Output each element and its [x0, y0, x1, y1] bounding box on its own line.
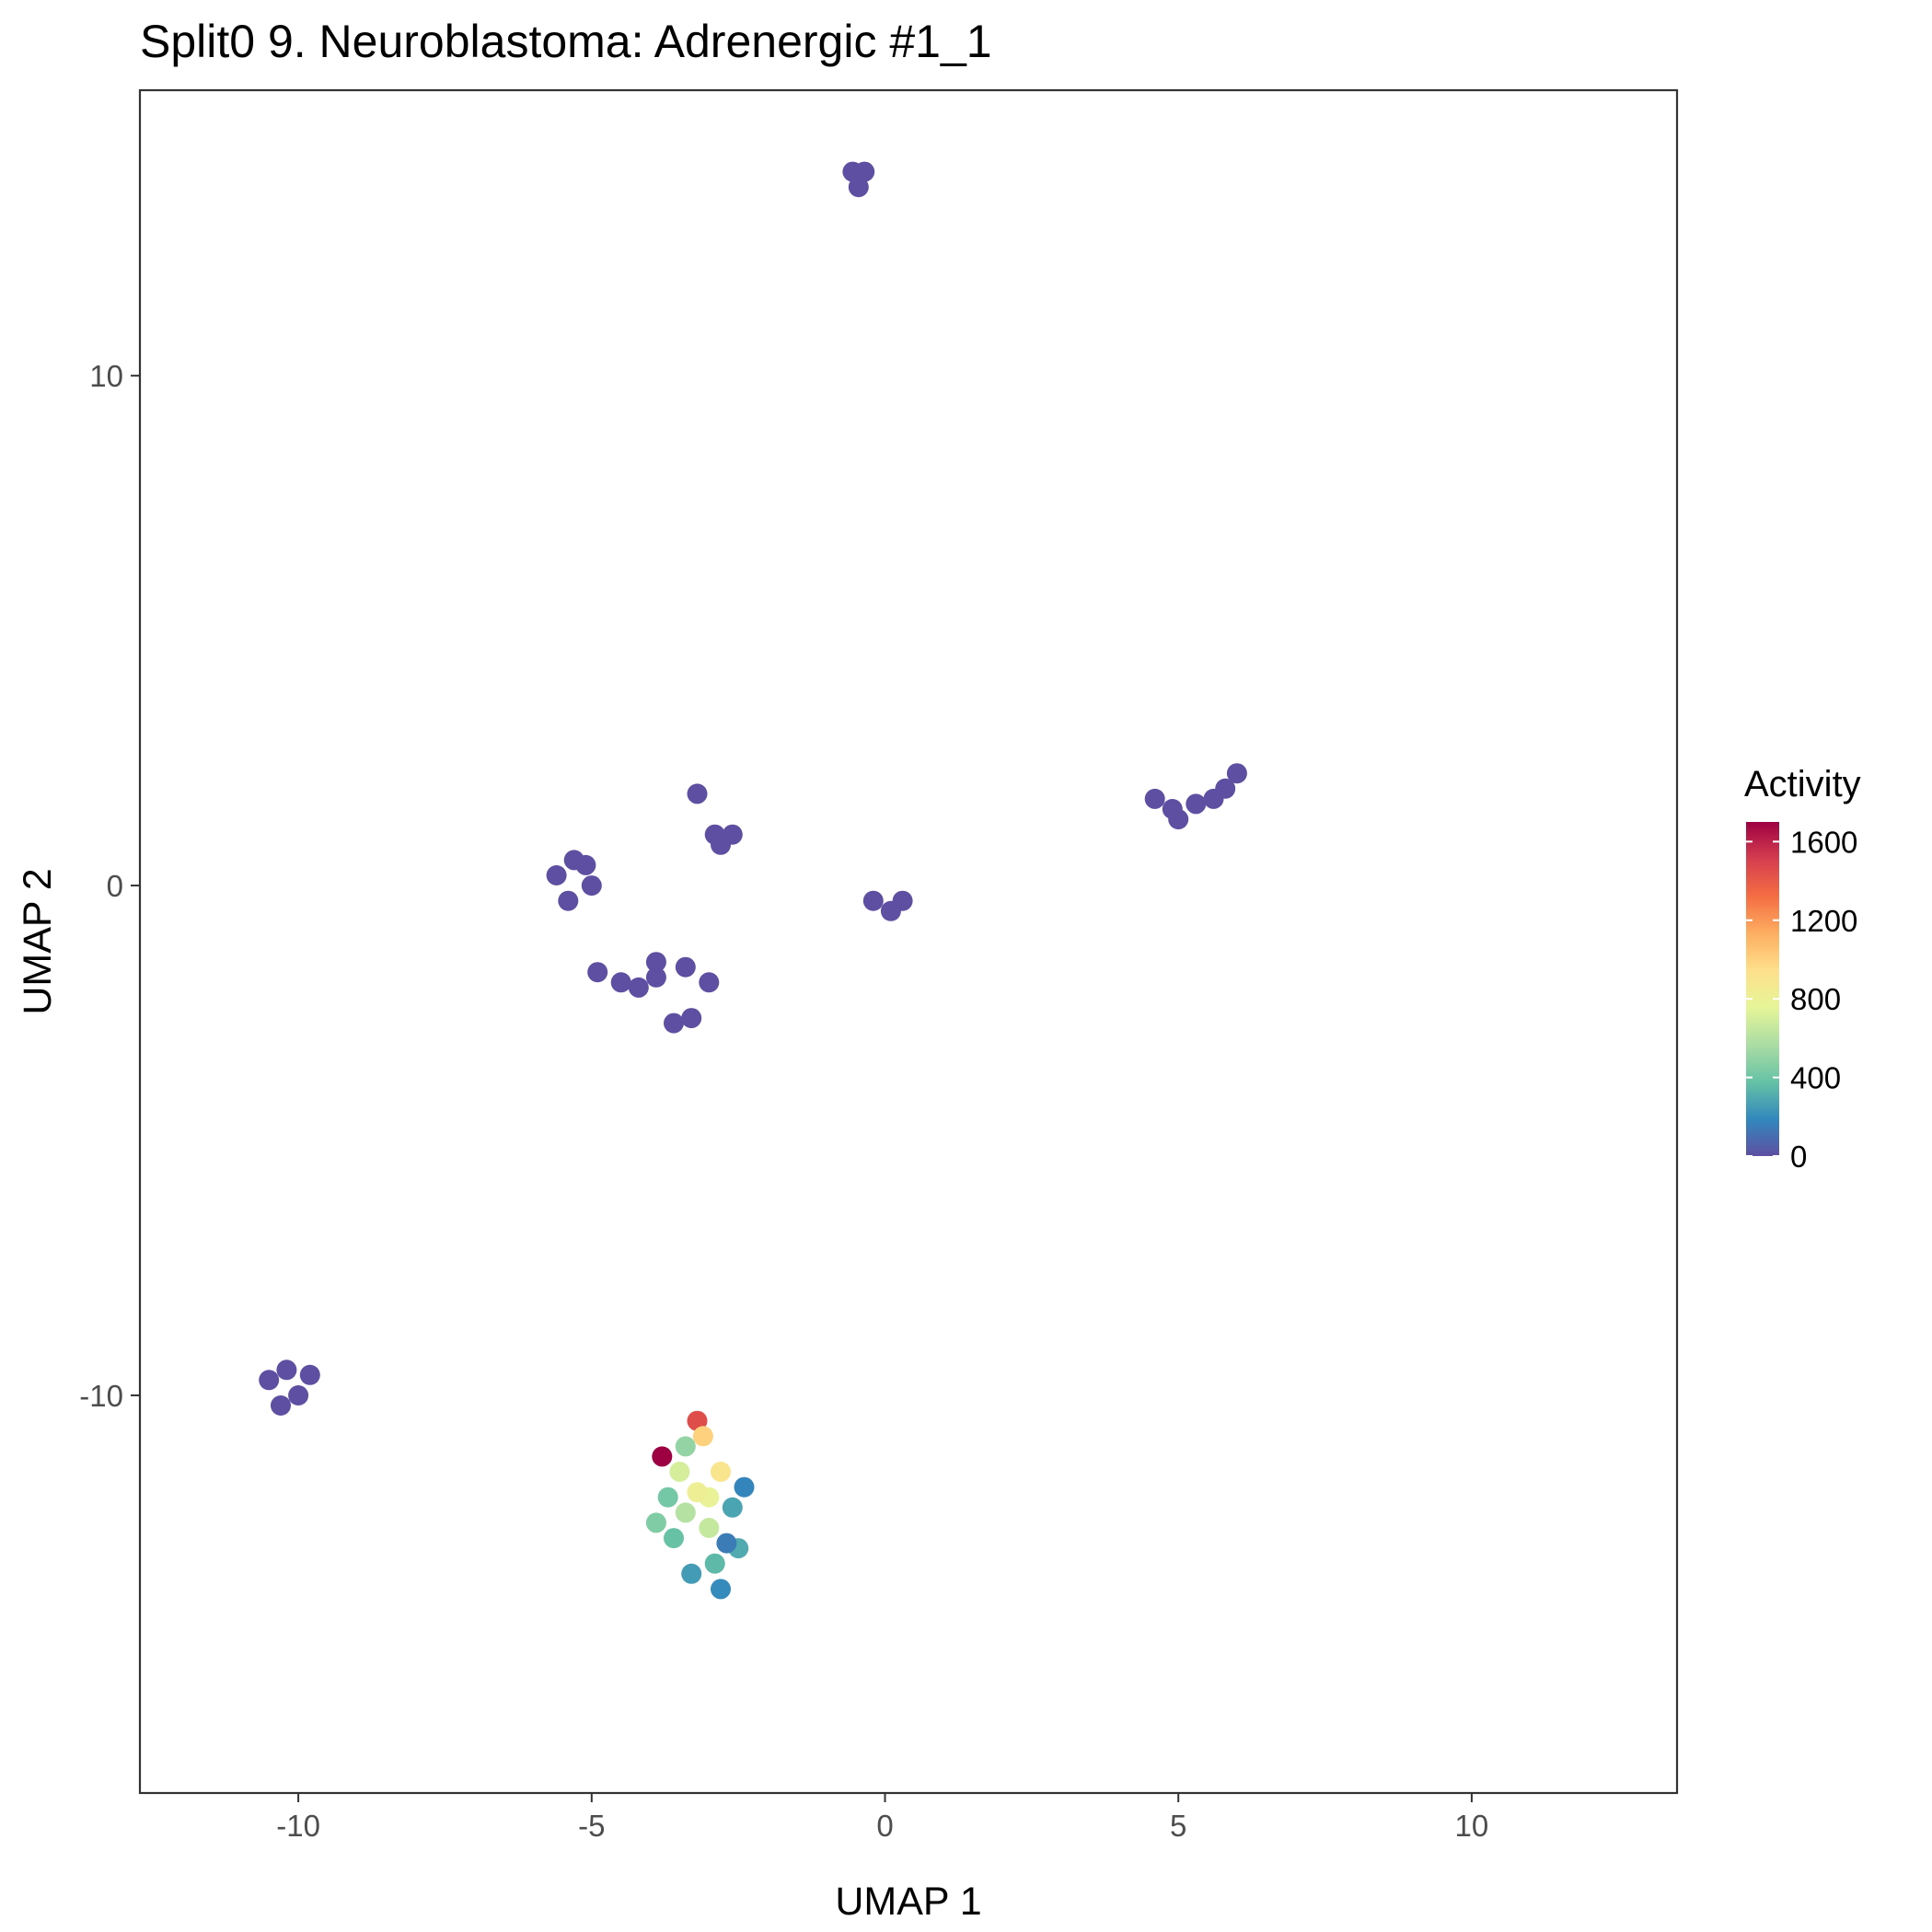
x-axis-title: UMAP 1 — [835, 1880, 981, 1924]
cell-point — [610, 972, 631, 993]
x-tick-label: -10 — [276, 1809, 320, 1843]
legend-tick-label: 1200 — [1790, 904, 1857, 938]
cell-point — [669, 1462, 690, 1482]
cell-point — [299, 1364, 320, 1385]
cell-point — [734, 1476, 755, 1498]
cell-point — [271, 1395, 291, 1416]
y-tick-label: 10 — [89, 359, 123, 393]
cell-point — [652, 1446, 673, 1467]
legend-ticks: 0 400 800 1200 1600 — [1746, 825, 1857, 1174]
activity-legend: Activity 0 400 800 1200 1600 — [1744, 764, 1861, 1174]
cell-point — [581, 875, 602, 897]
y-tick-label: -10 — [79, 1379, 123, 1413]
cell-point — [664, 1012, 684, 1034]
cell-point — [657, 1487, 678, 1508]
cell-point — [675, 1436, 696, 1457]
cell-point — [687, 783, 708, 804]
cell-point — [880, 900, 901, 921]
cell-point — [675, 956, 696, 978]
chart-title: Split0 9. Neuroblastoma: Adrenergic #1_1 — [140, 16, 992, 67]
cell-point — [645, 952, 666, 973]
cell-point — [704, 1553, 725, 1574]
cell-point — [558, 890, 579, 911]
cell-point — [645, 1512, 666, 1533]
legend-tick-label: 800 — [1790, 982, 1841, 1016]
cell-point — [575, 854, 596, 875]
legend-tick-label: 1600 — [1790, 825, 1857, 859]
y-tick-label: 0 — [107, 869, 123, 903]
x-tick-label: 0 — [876, 1809, 893, 1843]
cell-point — [862, 890, 884, 911]
cell-point — [1168, 809, 1189, 830]
cell-point — [854, 161, 875, 182]
plot-area — [138, 88, 1679, 1795]
cell-point — [699, 1518, 720, 1538]
legend-colorbar — [1746, 822, 1779, 1156]
cell-point — [645, 966, 666, 988]
cell-point — [681, 1563, 702, 1584]
cell-point — [664, 1528, 684, 1549]
cell-point — [848, 177, 869, 198]
cell-point — [259, 1370, 280, 1391]
legend-tick-label: 0 — [1790, 1140, 1807, 1174]
cell-point — [687, 1410, 708, 1431]
legend-title: Activity — [1744, 764, 1861, 804]
cell-point — [675, 1502, 696, 1523]
cell-point — [716, 1533, 737, 1554]
x-tick-label: 5 — [1170, 1809, 1186, 1843]
cell-point — [711, 834, 731, 855]
cell-point — [722, 1497, 743, 1518]
cell-point — [711, 1579, 731, 1600]
plot-background — [140, 90, 1677, 1793]
x-tick-label: -5 — [578, 1809, 605, 1843]
x-tick-label: 10 — [1455, 1809, 1489, 1843]
cell-point — [587, 962, 608, 983]
data-points — [259, 161, 1247, 1600]
cell-point — [276, 1359, 297, 1381]
legend-tick-label: 400 — [1790, 1061, 1841, 1095]
cell-point — [711, 1462, 731, 1482]
cell-point — [681, 1008, 702, 1029]
y-axis: -10 0 10 — [79, 359, 140, 1413]
cell-point — [546, 865, 567, 885]
cell-point — [1226, 763, 1247, 784]
cell-point — [699, 972, 720, 993]
cell-point — [1144, 788, 1165, 809]
plot-border — [138, 88, 1679, 1795]
y-axis-title: UMAP 2 — [16, 868, 60, 1014]
cell-point — [628, 977, 649, 998]
x-axis: -10 -5 0 5 10 — [276, 1793, 1488, 1843]
cell-point — [288, 1385, 309, 1406]
cell-point — [1186, 793, 1207, 815]
cell-point — [687, 1482, 708, 1503]
cell-point — [1215, 778, 1236, 799]
cell-point — [692, 1426, 713, 1447]
